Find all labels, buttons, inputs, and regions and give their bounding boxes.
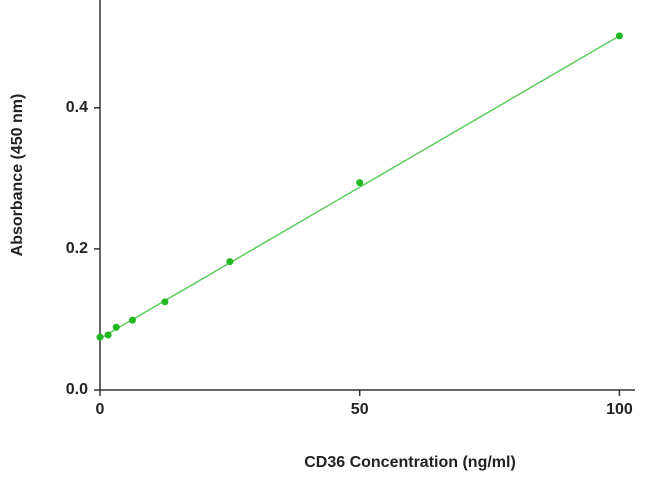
data-point bbox=[112, 323, 120, 331]
data-point bbox=[128, 316, 136, 324]
data-point bbox=[226, 258, 234, 266]
x-tick-label: 0 bbox=[96, 401, 105, 418]
data-point bbox=[96, 333, 104, 341]
x-tick-label: 100 bbox=[606, 401, 633, 418]
x-tick-label: 50 bbox=[351, 401, 369, 418]
data-point bbox=[615, 32, 623, 40]
trend-line bbox=[99, 35, 620, 340]
y-axis-label: Absorbance (450 nm) bbox=[9, 94, 26, 257]
y-tick-label: 0.4 bbox=[66, 99, 88, 116]
data-point bbox=[161, 298, 169, 306]
x-axis-label: CD36 Concentration (ng/ml) bbox=[304, 454, 516, 471]
data-point bbox=[356, 179, 364, 187]
y-tick-label: 0.0 bbox=[66, 381, 88, 398]
data-point bbox=[104, 331, 112, 339]
y-tick-label: 0.2 bbox=[66, 240, 88, 257]
